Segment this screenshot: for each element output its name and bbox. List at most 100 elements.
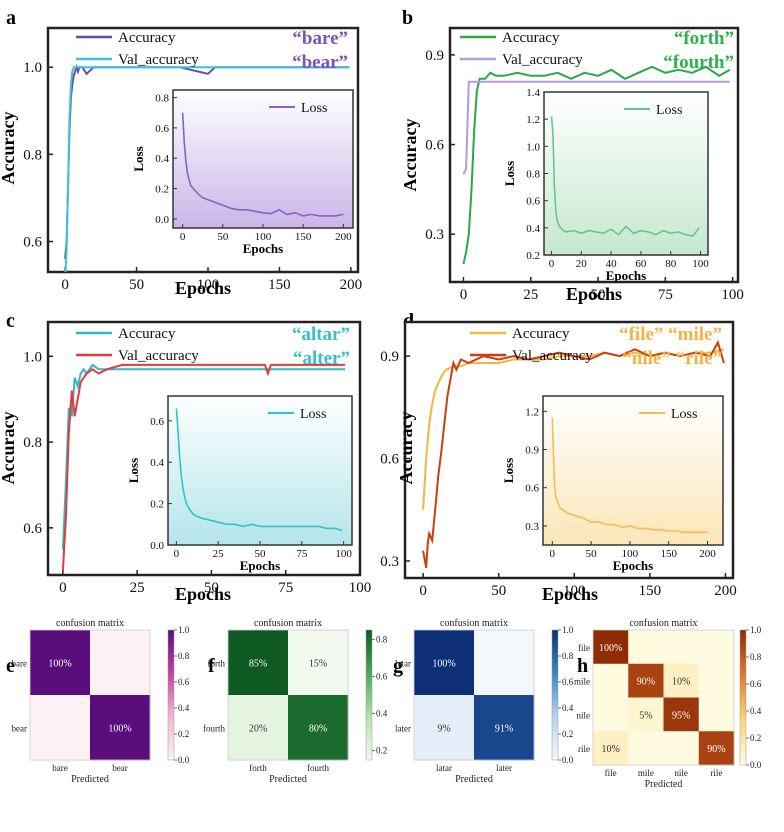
inset-x-tick-label: 150	[295, 231, 312, 243]
colorbar-label: 0.8	[376, 634, 388, 644]
heatmap-x-label: Predicted	[269, 774, 307, 785]
col-label: rile	[710, 768, 722, 778]
heatmap-x-label: Predicted	[71, 774, 109, 785]
inset-y-tick-label: 0.2	[526, 250, 540, 262]
inset-frame	[172, 89, 354, 229]
x-tick-label: 50	[591, 287, 606, 303]
inset-y-tick-label: 1.4	[526, 87, 540, 99]
heatmap-x-label: Predicted	[645, 779, 683, 790]
inset-y-tick-label: 0.6	[155, 123, 169, 135]
cell-label: 10%	[601, 744, 619, 755]
x-tick-label: 75	[278, 580, 293, 596]
panel-letter: b	[402, 7, 413, 29]
inset-y-tick-label: 0.8	[526, 169, 540, 181]
cell-label: 95%	[672, 710, 690, 721]
legend-label: Val_accuracy	[118, 348, 199, 364]
inset-frame	[543, 91, 709, 256]
loss-line	[181, 112, 344, 217]
inset-x-tick-label: 150	[660, 548, 677, 560]
inset-frame	[167, 395, 353, 546]
col-label: bear	[112, 763, 128, 773]
inset-y-tick-label: 0.6	[150, 416, 164, 428]
colorbar	[551, 629, 559, 761]
inset-y-tick-label: 0.8	[155, 93, 169, 105]
row-label: nile	[577, 710, 591, 720]
cell-label: 90%	[637, 677, 655, 688]
heatmap-cell	[90, 695, 151, 761]
colorbar-label: 0.4	[178, 703, 190, 713]
colorbar-label: 0.2	[562, 729, 573, 739]
y-tick-label: 0.8	[23, 147, 42, 163]
row-label: file	[578, 643, 590, 653]
heatmap-title: confusion matrix	[56, 618, 124, 629]
colorbar-label: 0.4	[750, 706, 762, 716]
heatmap-cell	[593, 697, 629, 732]
cell-label: 91%	[495, 724, 513, 735]
x-tick-label: 0	[59, 580, 67, 596]
word-label: “altar”	[292, 324, 350, 345]
heatmap-cell	[593, 663, 629, 698]
inset-x-tick-label: 0	[174, 548, 180, 560]
y-tick-label: 1.0	[23, 349, 42, 365]
word-label: “file” “mile”	[619, 324, 722, 345]
heatmap-cell	[593, 731, 629, 766]
colorbar-label: 0.6	[376, 671, 388, 681]
panel-a: a 0 50 100 150 200 0.6 0.8 1.0 Epochs Accuracy Accu…	[0, 7, 362, 298]
heatmap-title: confusion matrix	[629, 618, 697, 629]
colorbar-label: 0.0	[562, 755, 574, 765]
colorbar-label: 0.4	[376, 709, 388, 719]
y-tick-label: 0.8	[23, 435, 42, 451]
inset-y-tick-label: 0.4	[155, 153, 169, 165]
x-tick-label: 0	[460, 287, 468, 303]
cell-label: 15%	[309, 659, 327, 670]
colorbar-label: 0.8	[178, 651, 190, 661]
x-tick-label: 25	[130, 580, 145, 596]
col-label: later	[496, 763, 512, 773]
panel-letter: e	[6, 655, 15, 677]
heatmap-cell	[474, 695, 535, 761]
legend-label: Accuracy	[502, 30, 560, 46]
y-tick-label: 0.6	[380, 452, 399, 468]
col-label: file	[605, 768, 617, 778]
loss-line	[175, 408, 343, 532]
colorbar-label: 0.6	[562, 677, 574, 687]
inset-x-tick-label: 200	[699, 548, 716, 560]
word-label: “nile” “rile”	[622, 348, 722, 369]
inset-x-tick-label: 200	[335, 231, 352, 243]
loss-line	[550, 116, 700, 237]
colorbar-label: 1.0	[178, 625, 190, 635]
heatmap-cell	[288, 630, 349, 696]
word-label: “forth”	[674, 28, 734, 49]
colorbar	[167, 629, 175, 761]
heatmap-cell	[228, 695, 289, 761]
cell-label: 5%	[639, 710, 652, 721]
heatmap-cell	[628, 731, 664, 766]
colorbar-label: 0.6	[178, 677, 190, 687]
inset-y-tick-label: 1.2	[525, 406, 539, 418]
cell-label: 90%	[707, 744, 725, 755]
colorbar	[365, 629, 373, 761]
colorbar-label: 1.0	[562, 625, 574, 635]
heatmap-cell	[628, 630, 664, 665]
inset-y-tick-label: 0.4	[150, 457, 164, 469]
heatmap-cell	[30, 695, 91, 761]
inset-x-label: Epochs	[606, 268, 646, 283]
inset-y-tick-label: 0.2	[150, 499, 164, 511]
inset-x-tick-label: 0	[180, 231, 186, 243]
col-label: latar	[436, 763, 452, 773]
inset-y-label: Loss	[126, 458, 141, 483]
heatmap-title: confusion matrix	[440, 618, 508, 629]
inset-frame	[542, 395, 724, 546]
colorbar-label: 0.8	[562, 651, 574, 661]
inset-y-tick-label: 0.4	[526, 223, 540, 235]
heatmap-cell	[228, 630, 289, 696]
y-tick-label: 0.3	[425, 227, 444, 243]
heatmap-cell	[288, 695, 349, 761]
y-axis-label: Accuracy	[400, 119, 420, 192]
inset-y-tick-label: 0.0	[155, 214, 169, 226]
legend-label: Accuracy	[512, 326, 570, 342]
heatmap-cell	[663, 731, 700, 766]
colorbar-label: 0.4	[562, 703, 574, 713]
y-tick-label: 0.3	[380, 554, 399, 570]
